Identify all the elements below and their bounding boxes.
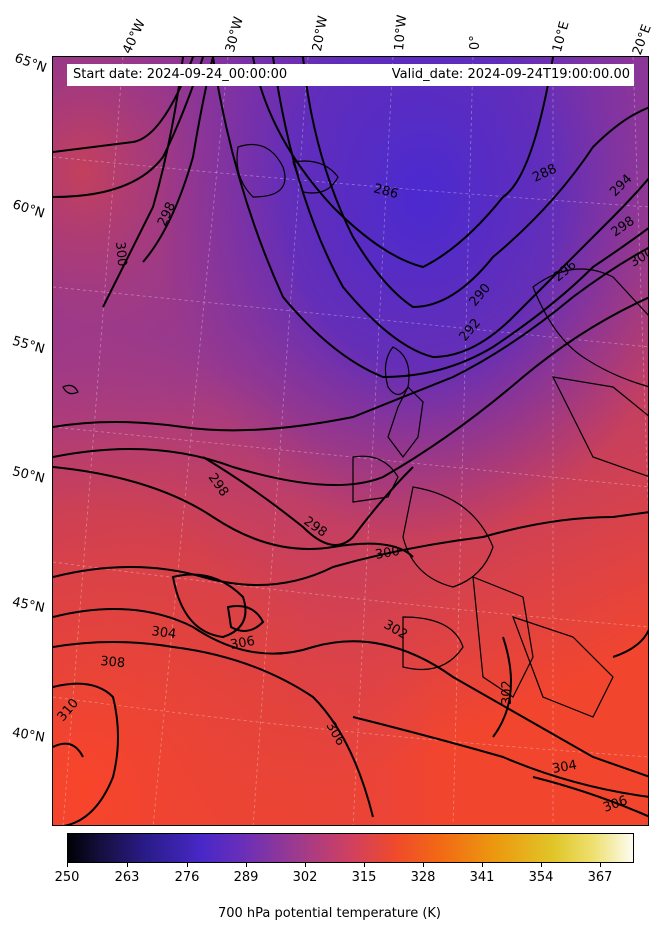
colorbar-tick-label: 341 [469, 870, 495, 885]
contour-label: 306 [229, 634, 256, 653]
contour-label: 302 [500, 680, 515, 705]
graticule [53, 57, 648, 825]
map-canvas: 286 288 290 292 294 296 298 298 298 298 … [53, 57, 648, 825]
latitude-label-65n: 65°N [12, 50, 49, 77]
latitude-label-45n: 45°N [10, 594, 46, 617]
longitude-label-10w: 10°W [392, 14, 411, 52]
latitude-label-50n: 50°N [10, 464, 47, 487]
contour-label: 286 [372, 181, 400, 202]
colorbar-tickmark [127, 863, 128, 867]
contour-label: 304 [150, 624, 177, 642]
contour-label: 300 [112, 241, 129, 267]
colorbar-tick-label: 302 [292, 870, 318, 885]
colorbar-tick-label: 276 [174, 870, 200, 885]
colorbar-tickmark [541, 863, 542, 867]
contour-label: 308 [100, 654, 126, 671]
latitude-label-55n: 55°N [10, 333, 47, 358]
date-header-box: Start date: 2024-09-24_00:00:00 Valid_da… [67, 64, 634, 86]
colorbar-tickmark [187, 863, 188, 867]
colorbar-tickmark [246, 863, 247, 867]
contour-label: 304 [551, 758, 578, 777]
longitude-label-20w: 20°W [310, 14, 332, 53]
colorbar-tickmark [67, 863, 68, 867]
colorbar-tick-label: 250 [54, 870, 80, 885]
colorbar-tick-label: 289 [233, 870, 259, 885]
colorbar-tickmark [600, 863, 601, 867]
longitude-label-20e: 20°E [630, 22, 655, 58]
colorbar [67, 833, 634, 863]
latitude-label-40n: 40°N [10, 725, 46, 746]
map-panel[interactable]: 286 288 290 292 294 296 298 298 298 298 … [52, 56, 649, 826]
colorbar-tickmark [305, 863, 306, 867]
contour-label: 300 [374, 544, 401, 563]
colorbar-tick-label: 367 [587, 870, 613, 885]
colorbar-title: 700 hPa potential temperature (K) [217, 906, 441, 921]
latitude-label-60n: 60°N [10, 197, 47, 222]
longitude-label-40w: 40°W [120, 17, 149, 57]
longitude-label-30w: 30°W [223, 15, 247, 54]
valid-date-label: Valid_date: 2024-09-24T19:00:00.00 [391, 67, 630, 82]
colorbar-tick-label: 263 [114, 870, 140, 885]
longitude-label-0: 0° [468, 35, 483, 50]
colorbar-tickmark [482, 863, 483, 867]
longitude-label-10e: 10°E [550, 19, 573, 54]
colorbar-tick-label: 354 [528, 870, 554, 885]
colorbar-tick-label: 315 [351, 870, 377, 885]
colorbar-tick-label: 328 [410, 870, 436, 885]
isentrope-contours [53, 57, 648, 825]
coastlines [62, 143, 648, 718]
start-date-label: Start date: 2024-09-24_00:00:00 [73, 67, 288, 82]
colorbar-tickmark [364, 863, 365, 867]
colorbar-tickmark [423, 863, 424, 867]
